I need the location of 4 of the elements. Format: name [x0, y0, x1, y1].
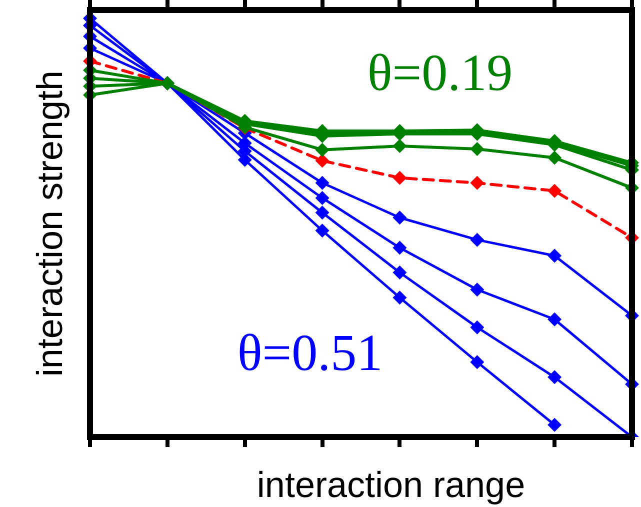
annotation: θ=0.51	[237, 325, 383, 382]
annotation: θ=0.19	[367, 45, 513, 102]
x-axis-title: interaction range	[256, 464, 526, 505]
y-axis-title: interaction strength	[29, 70, 70, 377]
